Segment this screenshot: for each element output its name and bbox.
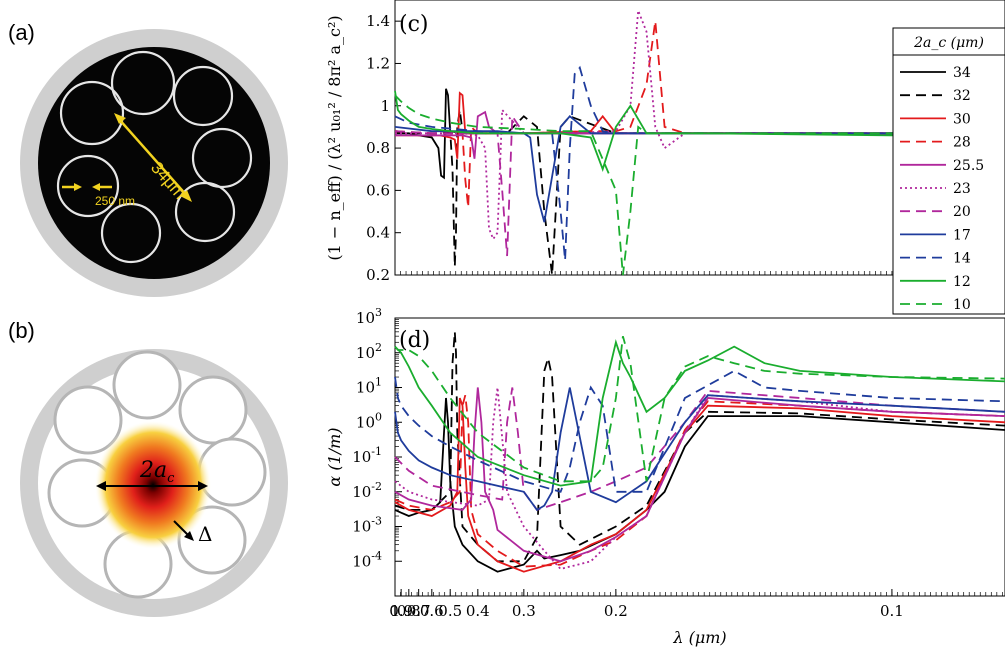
core-label: 2a (139, 458, 167, 483)
chart-d-series-23 (394, 387, 1005, 571)
chart-d-xlabel: λ (μm) (672, 628, 726, 647)
chart-d-series-10 (394, 335, 1005, 483)
legend-label-32: 32 (953, 88, 971, 104)
legend-label-17: 17 (953, 227, 971, 243)
chart-d-series-17 (394, 387, 1005, 512)
chart-d-xtick-label: 0.1 (880, 602, 904, 620)
chart-d-xtick-label: 0.6 (420, 602, 444, 620)
fiber-diagram-b: 2ac Δ (20, 349, 288, 617)
chart-d-series-14 (394, 369, 1005, 493)
chart-c-panel-label: (c) (399, 12, 429, 37)
legend-label-30: 30 (953, 111, 971, 127)
chart-d-xtick-label: 1 (390, 602, 400, 620)
chart-c-series-20 (394, 113, 1005, 257)
chart-c-series-32 (394, 109, 1005, 276)
chart-d-ytick-label: 100 (356, 410, 382, 431)
chart-d-series-34 (394, 397, 1005, 573)
chart-c-ytick-label: 0.4 (366, 224, 390, 242)
legend-label-10: 10 (953, 297, 971, 313)
chart-c-ytick-label: 1 (380, 97, 390, 115)
chart-d-xtick-label: 0.3 (512, 602, 536, 620)
chart-d-ytick-label: 101 (356, 376, 382, 397)
chart-c-frame (394, 0, 1005, 276)
chart-c-ytick-label: 0.2 (366, 266, 390, 284)
panel-label-a: (a) (8, 20, 35, 45)
svg-text:2ac: 2ac (139, 458, 175, 486)
chart-d-ytick-label: 10-1 (352, 445, 382, 466)
chart-d-ytick-label: 10-3 (352, 515, 382, 536)
chart-c: (c) 0.2 0.4 0.6 0.8 1 1.2 1.4 (1 − n_eff) / (λ… (325, 0, 1005, 284)
core-label-sub: c (167, 471, 175, 486)
thickness-label-b: Δ (198, 522, 212, 546)
chart-d-series-30 (394, 397, 1005, 573)
chart-d-series-28 (394, 394, 1005, 568)
chart-d-series-12 (394, 339, 1005, 487)
chart-d-ytick-label: 10-2 (352, 480, 382, 501)
legend-label-20: 20 (953, 204, 971, 220)
chart-c-ytick-label: 1.4 (366, 12, 390, 30)
legend-label-23: 23 (953, 181, 971, 197)
chart-d-xtick-label: 0.2 (604, 602, 628, 620)
legend-label-28: 28 (953, 135, 971, 151)
thickness-label-a: 250 nm (95, 194, 135, 208)
legend-title: 2a_c (μm) (913, 35, 984, 51)
chart-c-series-23 (395, 10, 1005, 241)
legend-label-34: 34 (953, 65, 971, 81)
chart-d-ylabel: α (1/m) (325, 427, 344, 486)
chart-d-xtick-label: 0.4 (466, 602, 490, 620)
chart-d-ytick-label: 10-4 (352, 549, 382, 570)
chart-d-panel-label: (d) (399, 328, 430, 353)
chart-d-xtick-label: 0.7 (407, 602, 431, 620)
chart-d-xtick-label: 0.8 (397, 602, 421, 620)
chart-c-ytick-label: 0.6 (366, 181, 390, 199)
chart-c-series-12 (394, 90, 1005, 172)
chart-d-ytick-label: 102 (356, 341, 382, 362)
legend-label-12: 12 (953, 274, 971, 290)
chart-c-ylabel: (1 − n_eff) / (λ² u₀₁² / 8π² a_c²) (325, 15, 344, 260)
chart-c-ytick-label: 1.2 (366, 54, 390, 72)
legend-box (892, 27, 1005, 315)
chart-d-ytick-label: 103 (356, 306, 382, 327)
panel-label-b: (b) (8, 318, 35, 343)
legend-label-25-5: 25.5 (953, 158, 984, 174)
chart-d-xtick-label: 0.5 (438, 602, 462, 620)
chart-d-series-25-5 (394, 387, 1005, 563)
legend-label-14: 14 (953, 251, 971, 267)
chart-c-ytick-label: 0.8 (366, 139, 390, 157)
chart-d-series-32 (394, 331, 1005, 563)
chart-d: (d) 10-4 10-3 10-2 10-1 100 101 102 103 10.90.8… (325, 306, 1005, 647)
chart-d-xtick-label: 0.9 (389, 602, 413, 620)
fiber-image-a: 34μm 250 nm (20, 29, 288, 297)
legend: 2a_c (μm) 34 32 30 28 25.5 23 20 17 14 12 10 (892, 27, 1005, 315)
